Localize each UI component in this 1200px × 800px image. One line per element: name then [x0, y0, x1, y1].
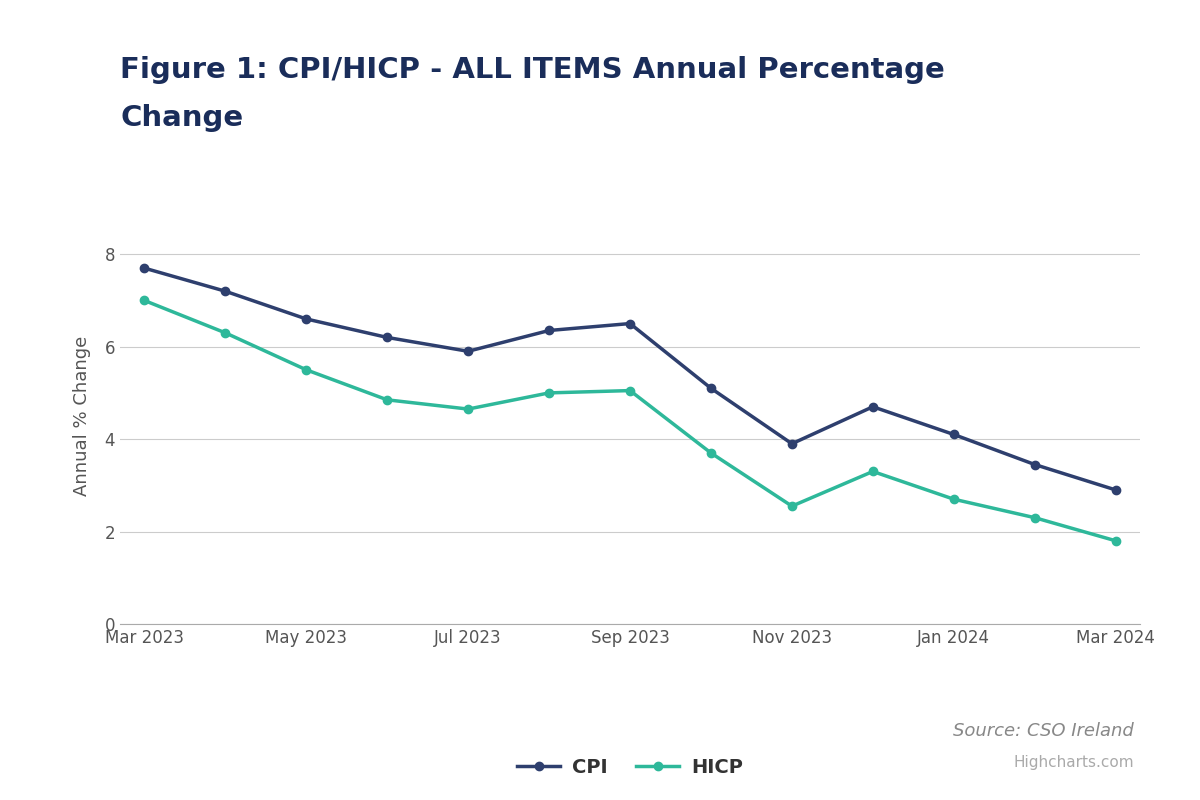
- HICP: [703, 448, 718, 458]
- CPI: [1109, 485, 1123, 494]
- CPI: [542, 326, 557, 335]
- Legend: CPI, HICP: CPI, HICP: [510, 750, 750, 785]
- Text: Change: Change: [120, 104, 244, 132]
- CPI: [703, 383, 718, 393]
- HICP: [218, 328, 233, 338]
- HICP: [380, 395, 395, 405]
- HICP: [299, 365, 313, 374]
- CPI: [947, 430, 961, 439]
- HICP: [542, 388, 557, 398]
- Y-axis label: Annual % Change: Annual % Change: [73, 336, 91, 496]
- HICP: [461, 404, 475, 414]
- CPI: [623, 318, 637, 328]
- Text: Highcharts.com: Highcharts.com: [1013, 754, 1134, 770]
- Text: Source: CSO Ireland: Source: CSO Ireland: [953, 722, 1134, 740]
- CPI: [1027, 460, 1042, 470]
- Line: HICP: HICP: [140, 296, 1120, 545]
- CPI: [461, 346, 475, 356]
- CPI: [137, 263, 151, 273]
- HICP: [865, 466, 880, 476]
- Line: CPI: CPI: [140, 264, 1120, 494]
- CPI: [785, 439, 799, 449]
- Text: Figure 1: CPI/HICP - ALL ITEMS Annual Percentage: Figure 1: CPI/HICP - ALL ITEMS Annual Pe…: [120, 56, 944, 84]
- HICP: [947, 494, 961, 504]
- HICP: [623, 386, 637, 395]
- CPI: [299, 314, 313, 324]
- HICP: [137, 296, 151, 306]
- CPI: [380, 333, 395, 342]
- CPI: [865, 402, 880, 411]
- HICP: [1109, 536, 1123, 546]
- HICP: [1027, 513, 1042, 522]
- HICP: [785, 502, 799, 511]
- CPI: [218, 286, 233, 296]
